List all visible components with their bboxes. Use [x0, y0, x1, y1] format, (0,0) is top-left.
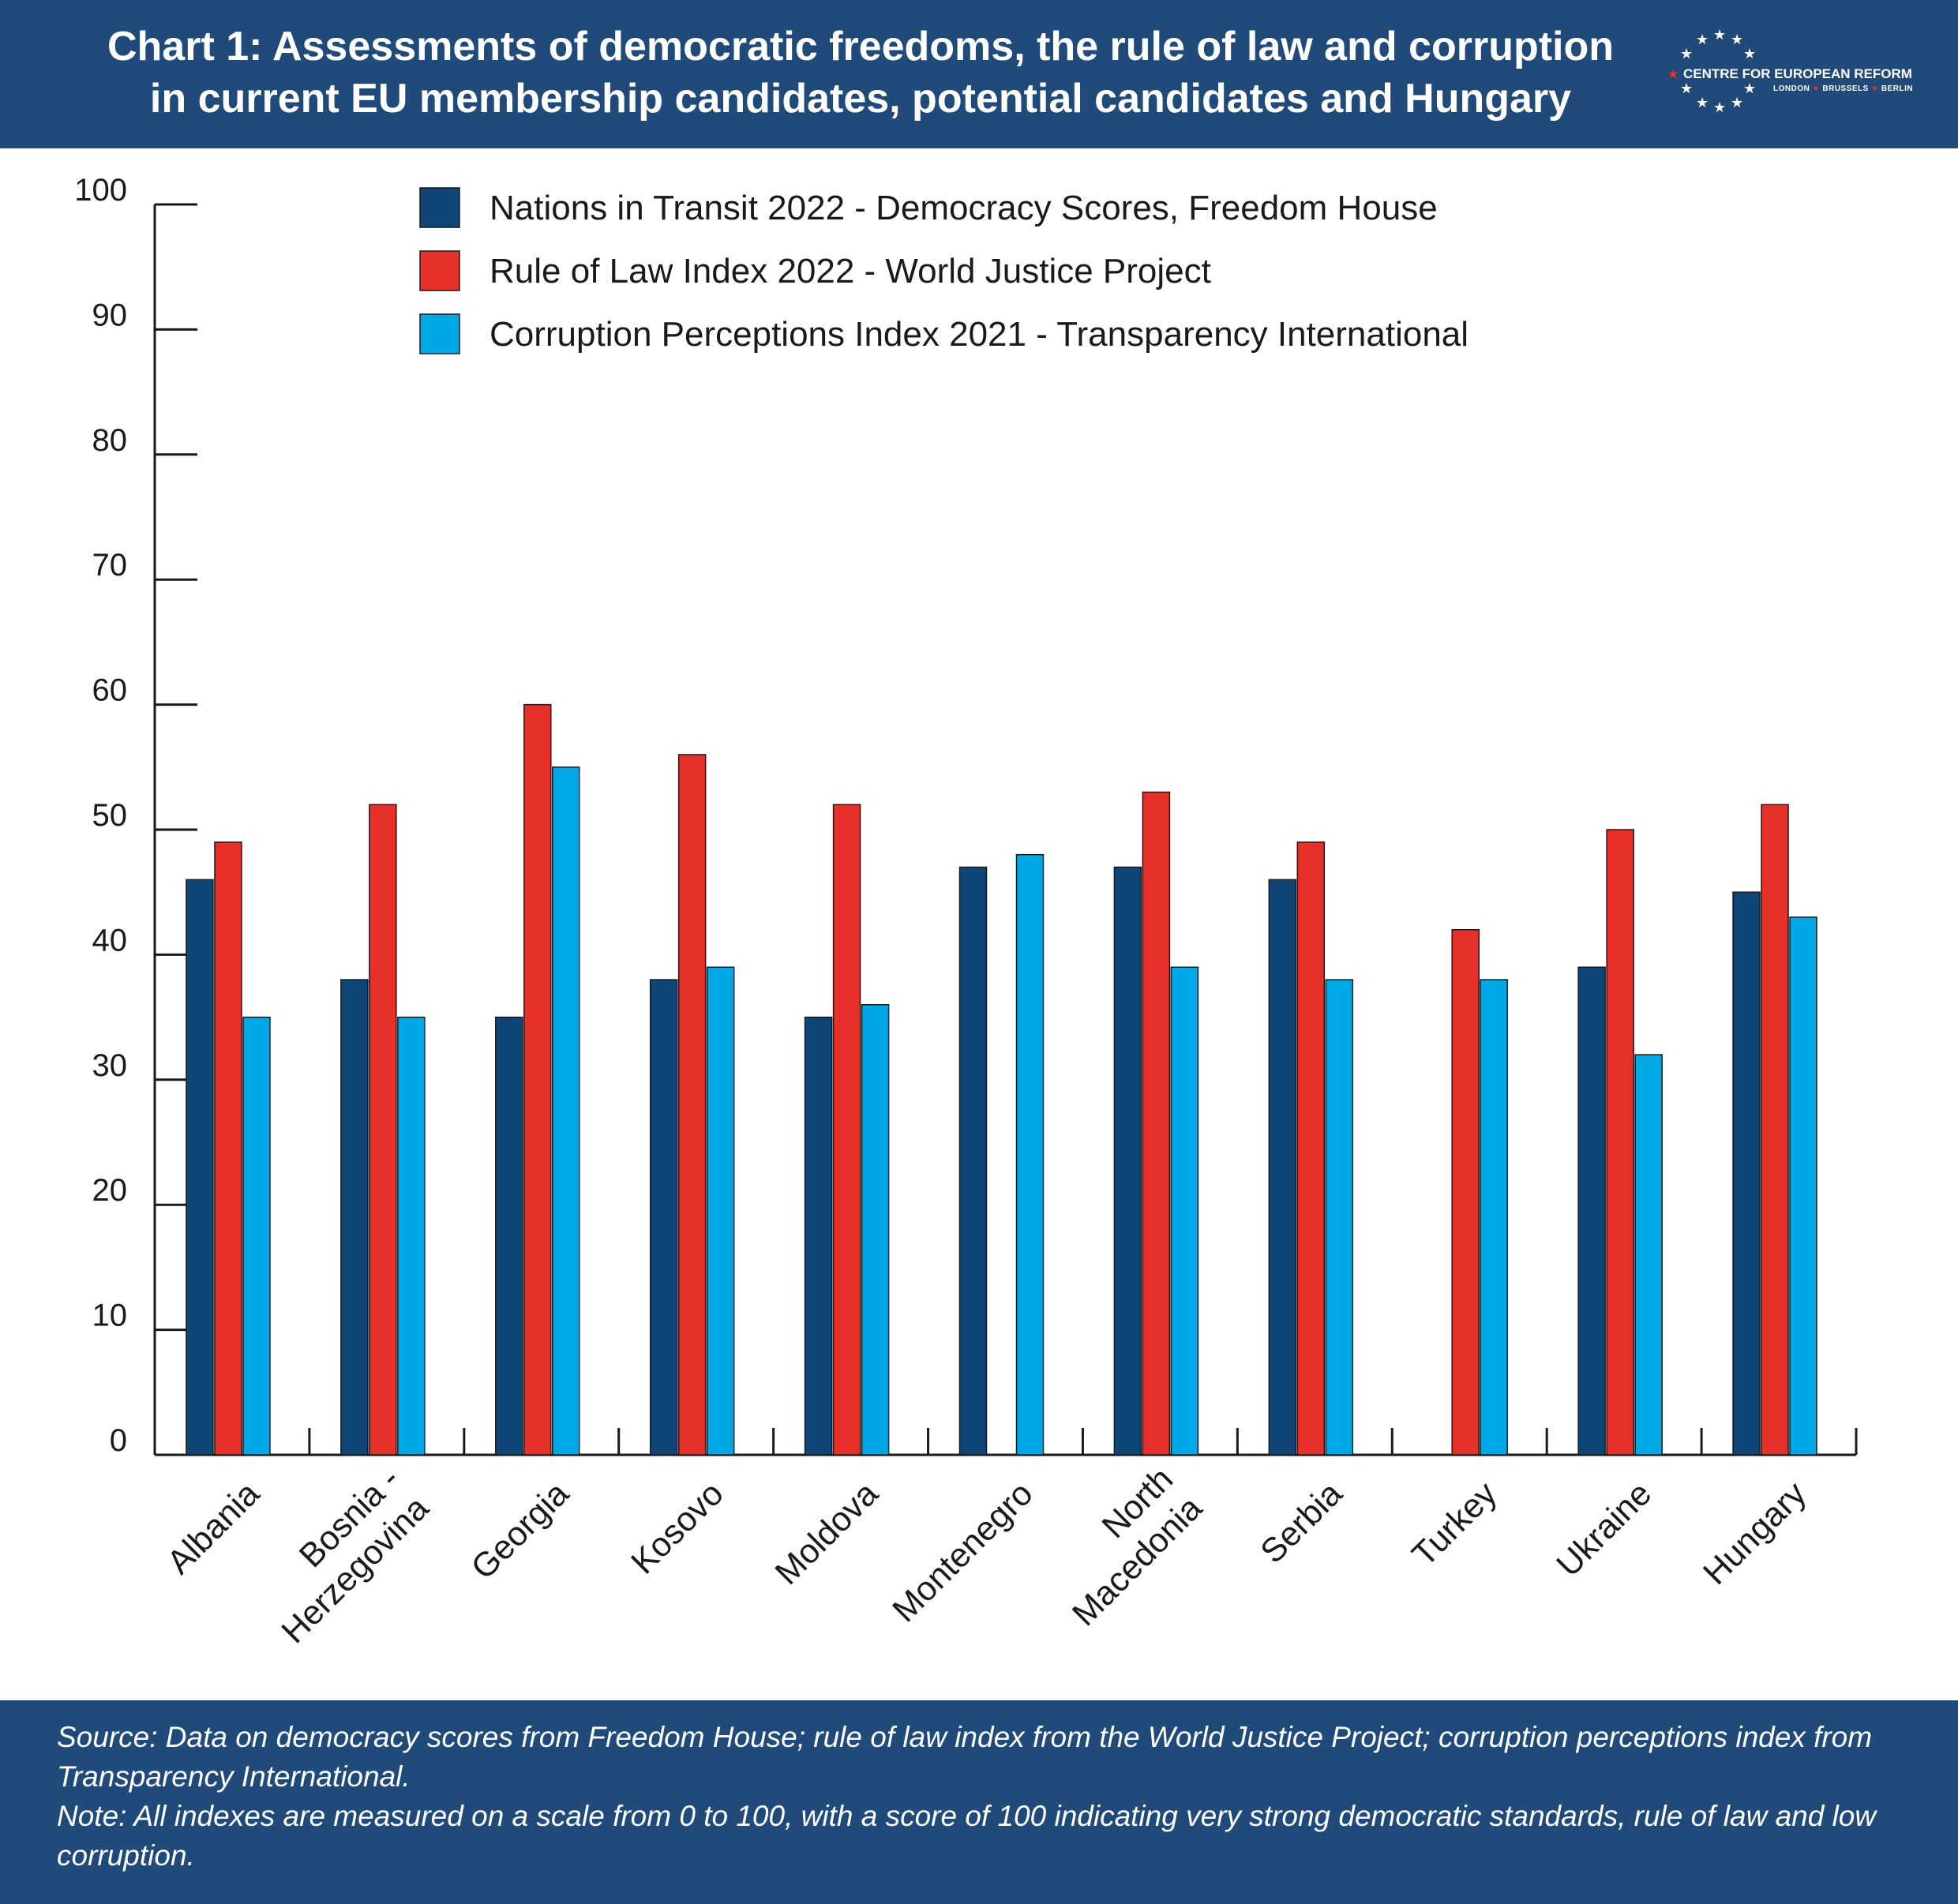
x-category-label: Serbia	[1254, 1475, 1350, 1571]
bar	[1480, 979, 1508, 1456]
scale-note: Note: All indexes are measured on a scal…	[57, 1800, 1877, 1872]
bar	[1451, 928, 1480, 1456]
svg-text:★: ★	[1731, 32, 1743, 48]
svg-text:★: ★	[1731, 95, 1743, 111]
svg-text:★: ★	[1713, 28, 1726, 43]
bar	[958, 866, 988, 1456]
logo-city-brussels: BRUSSELS	[1822, 84, 1869, 93]
y-tick-label: 100	[74, 173, 127, 208]
bar	[1606, 829, 1634, 1456]
bar	[677, 754, 707, 1456]
bar-chart: 0 10 20 30 40 50 60 70 80 90 100 Albania Bosnia -Her…	[74, 173, 1858, 1651]
bar	[1296, 841, 1326, 1456]
logo-city-london: LONDON	[1773, 84, 1810, 93]
y-tick-label: 10	[92, 1299, 128, 1333]
bar	[1577, 966, 1606, 1456]
bar	[861, 1004, 890, 1456]
x-category-label-line: Turkey	[1405, 1475, 1505, 1574]
svg-text:★: ★	[1696, 32, 1709, 48]
bar	[186, 879, 214, 1456]
x-category-label-line: Ukraine	[1549, 1475, 1659, 1584]
legend-swatch	[419, 250, 460, 291]
bar	[1015, 853, 1045, 1456]
x-category-label: Albania	[160, 1475, 267, 1581]
source-note: Source: Data on democracy scores from Fr…	[57, 1721, 1873, 1793]
bar	[242, 1016, 271, 1456]
logo-separator-icon: ★	[1812, 84, 1821, 93]
y-tick-label: 30	[92, 1048, 128, 1083]
legend-label: Nations in Transit 2022 - Democracy Scor…	[490, 189, 1438, 227]
x-category-label: Georgia	[464, 1475, 576, 1587]
x-category-label-line: Kosovo	[624, 1475, 730, 1581]
bar	[1268, 879, 1297, 1456]
x-category-label: Ukraine	[1549, 1475, 1659, 1584]
bar	[495, 1016, 523, 1456]
x-category-label: Bosnia -Herzegovina	[246, 1460, 436, 1651]
eu-stars-icon: ★ ★ ★ ★ ★ ★ ★ ★ ★ ★	[1680, 28, 1756, 116]
legend-swatch	[419, 313, 460, 354]
svg-text:★: ★	[1680, 81, 1693, 97]
y-tick-label: 70	[92, 548, 128, 583]
x-category-label-line: Montenegro	[885, 1475, 1040, 1629]
x-category-label: Montenegro	[885, 1475, 1040, 1629]
header-banner: Chart 1: Assessments of democratic freed…	[0, 0, 1958, 148]
bar	[1325, 979, 1354, 1456]
y-tick-label: 80	[92, 423, 128, 458]
bar	[397, 1016, 426, 1456]
bar	[804, 1016, 833, 1456]
chart-title-line-1: Chart 1: Assessments of democratic freed…	[107, 24, 1615, 69]
logo-city-berlin: BERLIN	[1881, 84, 1914, 93]
bar	[1634, 1054, 1663, 1456]
x-category-label-line: Hungary	[1696, 1475, 1814, 1592]
logo-separator-icon: ★	[1871, 84, 1879, 93]
y-tick-label: 50	[92, 798, 128, 833]
logo-cities: LONDON ★ BRUSSELS ★ BERLIN	[1773, 84, 1913, 93]
x-category-label: Hungary	[1696, 1475, 1814, 1592]
chart-title-line-2: in current EU membership candidates, pot…	[149, 76, 1572, 122]
bar	[214, 841, 242, 1456]
svg-text:★: ★	[1696, 95, 1709, 111]
y-tick-label: 0	[110, 1423, 127, 1458]
bar	[1142, 791, 1171, 1456]
x-category-label: NorthMacedonia	[1036, 1460, 1210, 1634]
y-tick-label: 20	[92, 1173, 128, 1208]
svg-text:★: ★	[1680, 46, 1693, 62]
bar	[649, 979, 678, 1456]
x-category-label: Turkey	[1405, 1475, 1505, 1574]
svg-text:★: ★	[1713, 99, 1726, 116]
chart-title: Chart 1: Assessments of democratic freed…	[47, 21, 1674, 125]
x-category-label-line: Albania	[160, 1475, 267, 1581]
x-category-label: Kosovo	[624, 1475, 730, 1581]
legend-swatch	[419, 187, 460, 228]
legend-label: Corruption Perceptions Index 2021 - Tran…	[490, 315, 1468, 354]
bar	[706, 966, 735, 1456]
x-category-label-line: Serbia	[1254, 1475, 1350, 1571]
svg-text:★: ★	[1743, 46, 1756, 62]
bar	[832, 804, 861, 1456]
bar	[340, 979, 369, 1456]
y-tick-label: 60	[92, 673, 128, 708]
bar	[1789, 916, 1817, 1456]
bar	[1732, 891, 1761, 1456]
bar	[1170, 966, 1199, 1456]
bar	[523, 703, 552, 1456]
logo-text: CENTRE FOR EUROPEAN REFORM	[1683, 66, 1912, 81]
svg-text:★: ★	[1743, 81, 1756, 97]
y-tick-label: 90	[92, 298, 128, 332]
x-category-label: Moldova	[768, 1475, 886, 1592]
y-tick-label: 40	[92, 923, 128, 958]
footer-banner: Source: Data on democracy scores from Fr…	[0, 1700, 1958, 1904]
logo-red-star-icon: ★	[1667, 68, 1679, 81]
x-category-label-line: Moldova	[768, 1475, 886, 1592]
bar	[369, 804, 397, 1456]
legend-label: Rule of Law Index 2022 - World Justice P…	[490, 252, 1211, 290]
bar	[1761, 804, 1789, 1456]
bar	[1113, 866, 1142, 1456]
x-category-label-line: Georgia	[464, 1475, 576, 1587]
bar	[552, 766, 580, 1456]
